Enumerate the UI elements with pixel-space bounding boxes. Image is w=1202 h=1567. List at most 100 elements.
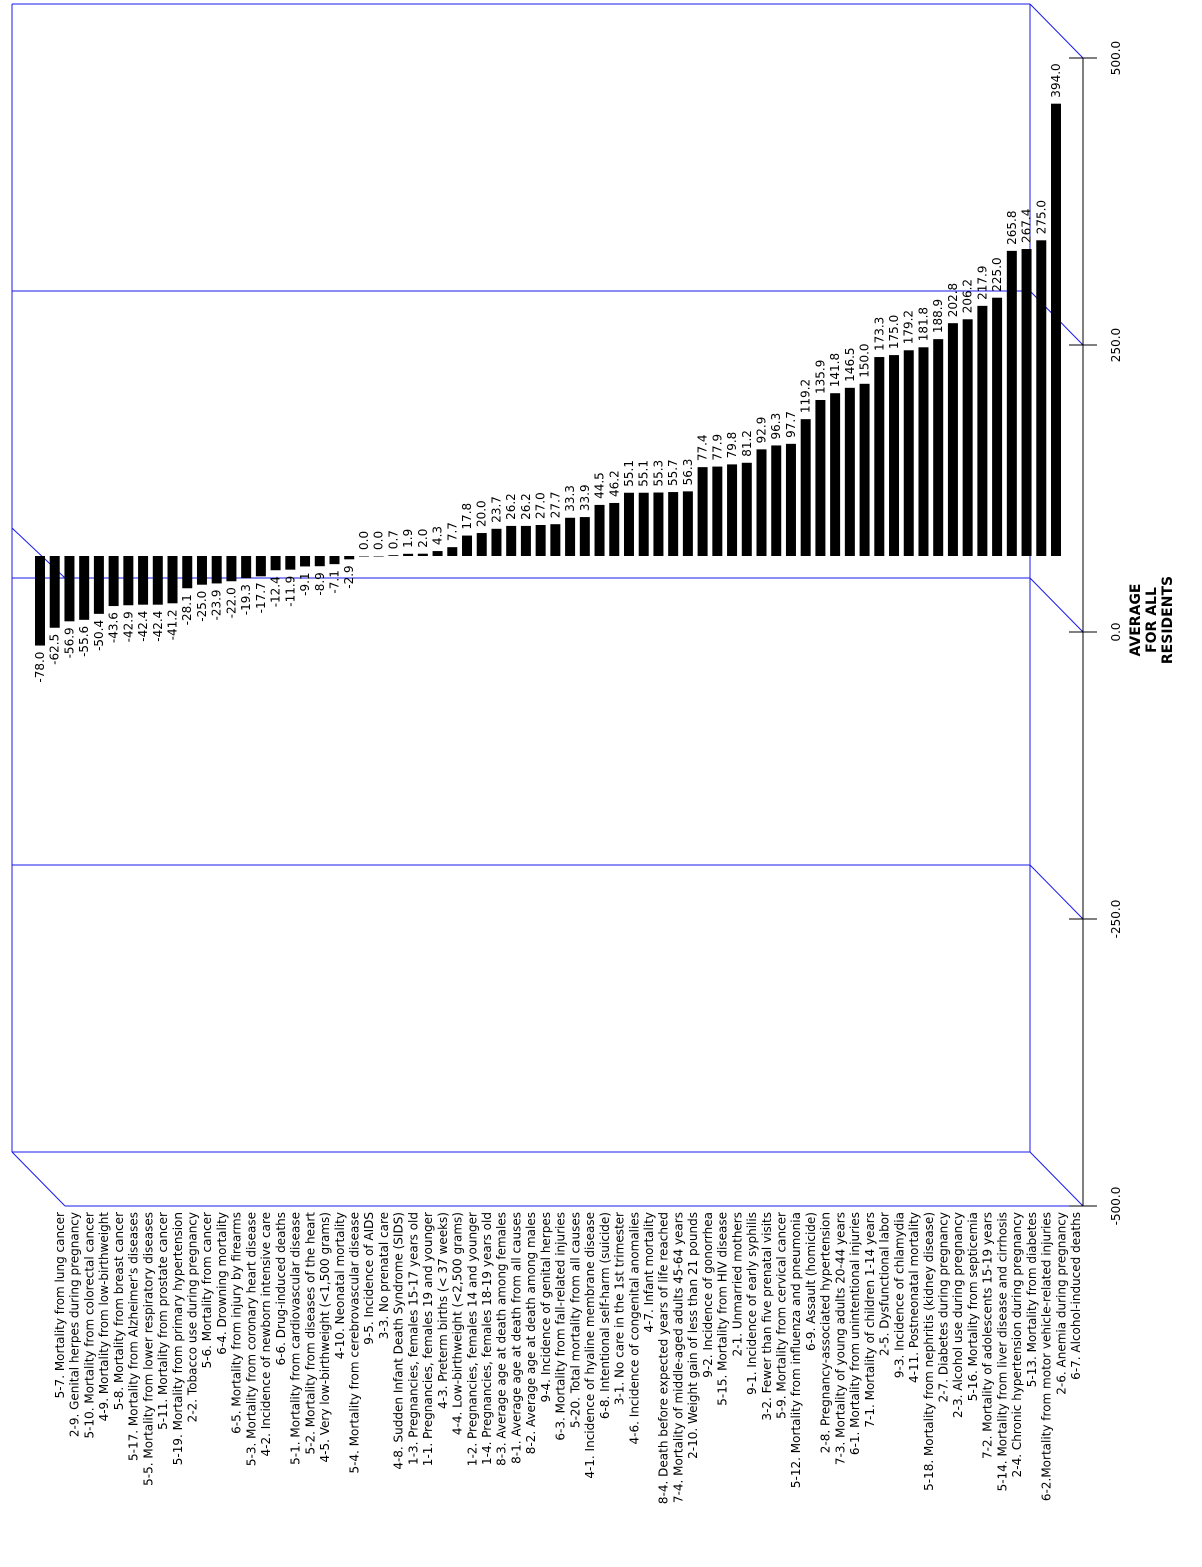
bar-value-label: -9.1 — [298, 572, 312, 595]
bar — [417, 553, 428, 556]
category-label: 5-5. Mortality from lower respiratory di… — [141, 1212, 155, 1486]
bar-value-label: 44.5 — [593, 472, 607, 499]
value-axis: -500.0 -250.0 0.0 250.0 500.0 — [1069, 41, 1123, 1226]
category-label: 5-17. Mortality from Alzheimer's disease… — [127, 1212, 141, 1461]
category-label: 1-3. Pregnancies, females 15-17 years ol… — [406, 1212, 420, 1465]
bar — [889, 355, 900, 556]
bar-value-label: 4.3 — [431, 526, 445, 545]
category-label: 2-7. Diabetes during pregnancy — [936, 1212, 950, 1402]
category-label: 5-20. Total mortality from all causes — [568, 1212, 582, 1428]
bar-value-label: -7.1 — [327, 570, 341, 593]
bar — [623, 492, 634, 556]
value-tick-label: 0.0 — [1109, 622, 1123, 641]
bar-value-label: -62.5 — [48, 634, 62, 665]
bar-value-label: 217.9 — [975, 265, 989, 299]
bar-value-label: 7.7 — [445, 522, 459, 541]
category-label: 9-4. Incidence of genital herpes — [539, 1212, 553, 1402]
bar — [64, 556, 75, 622]
bar — [167, 556, 178, 604]
bar-value-label: -56.9 — [62, 627, 76, 658]
bar-value-label: 26.2 — [519, 493, 533, 520]
bar — [682, 491, 693, 556]
category-label: 2-4. Chronic hypertension during pregnan… — [1010, 1212, 1024, 1477]
category-label: 5-19. Mortality from primary hypertensio… — [171, 1212, 185, 1465]
bar-value-label: 179.2 — [902, 310, 916, 344]
category-label: 1-2. Pregnancies, females 14 and younger — [465, 1212, 479, 1466]
bar — [962, 319, 973, 556]
category-label: 5-11. Mortality from prostate cancer — [156, 1212, 170, 1430]
bar — [182, 556, 193, 589]
bar — [49, 556, 60, 628]
category-label: 7-3. Mortality of young adults 20-44 yea… — [833, 1212, 847, 1465]
bar — [800, 419, 811, 556]
bar — [329, 556, 340, 565]
bar — [903, 350, 914, 556]
bar — [108, 556, 119, 607]
category-label: 3-2. Fewer than five prenatal visits — [760, 1212, 774, 1421]
bar-value-label: 206.2 — [961, 279, 975, 313]
category-label: 9-1. Incidence of early syphilis — [745, 1212, 759, 1395]
bar-value-label: -42.4 — [136, 611, 150, 642]
bar — [358, 556, 369, 557]
bar-value-label: -22.0 — [224, 587, 238, 618]
category-label: 8-3. Average age at death among females — [495, 1212, 509, 1466]
category-label: 3-3. No prenatal care — [377, 1212, 391, 1339]
bar — [874, 357, 885, 556]
category-label: 4-10. Neonatal mortality — [333, 1212, 347, 1359]
bar-value-label: -19.3 — [239, 584, 253, 615]
bar-value-label: 202.8 — [946, 283, 960, 317]
bar — [373, 556, 384, 557]
bar — [844, 387, 855, 556]
bar-value-label: -28.1 — [180, 594, 194, 625]
bar-value-label: -78.0 — [33, 652, 47, 683]
category-label: 2-1. Unmarried mothers — [730, 1212, 744, 1356]
bar-value-label: 56.3 — [681, 459, 695, 486]
category-label: 5-6. Mortality from cancer — [200, 1212, 214, 1368]
bar — [226, 556, 237, 582]
bar — [771, 445, 782, 556]
category-label: 4-2. Incidence of newborn intensive care — [259, 1212, 273, 1457]
category-label: 4-4. Low-birthweight (<2,500 grams) — [451, 1212, 465, 1435]
category-label: 5-15. Mortality from HIV disease — [716, 1212, 730, 1406]
bar-value-label: 46.2 — [607, 470, 621, 497]
bar-value-label: 33.3 — [563, 485, 577, 512]
bar-value-label: 0.0 — [357, 531, 371, 550]
bar-value-label: 173.3 — [872, 317, 886, 351]
category-label: 3-1. No care in the 1st trimester — [613, 1212, 627, 1405]
category-label: 2-5. Dysfunctional labor — [878, 1212, 892, 1356]
bar-value-label: 188.9 — [931, 299, 945, 333]
category-label: 6-3. Mortality from fall-related injurie… — [554, 1212, 568, 1441]
bar-value-label: 77.4 — [696, 434, 710, 461]
bar — [638, 492, 649, 556]
bar-value-label: 20.0 — [475, 500, 489, 527]
bar-value-label: -2.9 — [342, 565, 356, 588]
bar-value-label: 55.1 — [637, 460, 651, 487]
bar-value-label: -50.4 — [92, 620, 106, 651]
bar — [668, 492, 679, 556]
bar — [344, 556, 355, 560]
category-label: 6-4. Drowning mortality — [215, 1212, 229, 1355]
category-label: 2-9. Genital herpes during pregnancy — [68, 1212, 82, 1437]
bar-value-label: 265.8 — [1005, 211, 1019, 245]
bar — [462, 535, 473, 556]
bar-value-label: 146.5 — [843, 347, 857, 381]
bar — [741, 462, 752, 556]
bar-value-label: -25.0 — [195, 591, 209, 622]
bar — [93, 556, 104, 614]
bar — [712, 466, 723, 556]
category-label: 6-2.Mortality from motor vehicle-related… — [1040, 1212, 1054, 1501]
category-label: 5-2. Mortality from diseases of the hear… — [303, 1212, 317, 1455]
bar-value-label: 175.0 — [887, 315, 901, 349]
category-label: 8-4. Death before expected years of life… — [657, 1212, 671, 1504]
category-label: 2-2. Tobacco use during pregnancy — [186, 1212, 200, 1422]
bar — [579, 517, 590, 556]
bar-value-label: 77.9 — [710, 434, 724, 461]
bar-value-label: -42.9 — [121, 611, 135, 642]
axis-title: AVERAGE FOR ALL RESIDENTS — [1128, 576, 1176, 664]
category-label: 5-18. Mortality from nephritis (kidney d… — [922, 1212, 936, 1491]
bar — [79, 556, 90, 620]
bar — [196, 556, 207, 585]
value-tick-label: -500.0 — [1109, 1187, 1123, 1226]
category-label: 6-5. Mortality from injury by firearms — [230, 1212, 244, 1434]
value-tick-label: 250.0 — [1109, 328, 1123, 362]
